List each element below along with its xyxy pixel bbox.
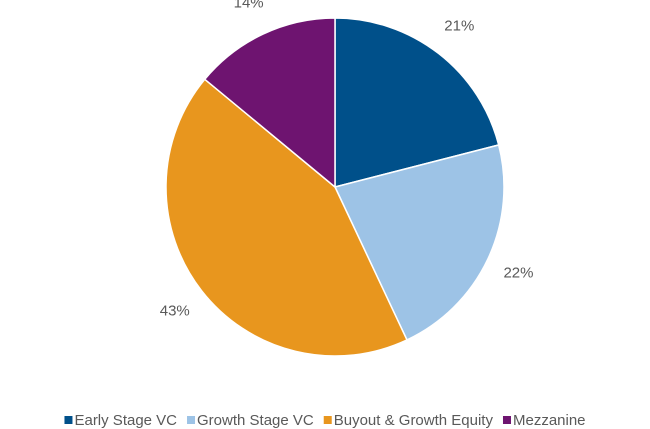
pie-slice — [165, 78, 408, 357]
pie-slice — [333, 144, 505, 341]
legend-label: Early Stage VC — [74, 412, 177, 429]
pie-slice — [334, 17, 500, 188]
legend-label: Growth Stage VC — [197, 412, 314, 429]
data-label: 22% — [503, 264, 533, 281]
legend-label: Mezzanine — [513, 412, 586, 429]
legend-marker — [187, 416, 196, 424]
data-label: 43% — [160, 302, 190, 319]
legend: Early Stage VC Growth Stage VC Buyout & Gr… — [64, 412, 586, 429]
legend-label: Buyout & Growth Equity — [334, 412, 494, 429]
legend-marker — [323, 416, 332, 424]
data-label: 21% — [444, 18, 474, 35]
legend-marker — [64, 416, 73, 424]
legend-marker — [502, 416, 511, 424]
pie-slice — [203, 17, 336, 189]
data-label: 14% — [234, 0, 264, 11]
